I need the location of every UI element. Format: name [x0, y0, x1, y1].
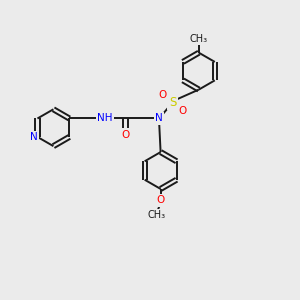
Text: S: S: [169, 96, 176, 109]
Text: O: O: [157, 195, 165, 205]
Text: O: O: [159, 89, 167, 100]
Text: NH: NH: [97, 113, 113, 124]
Text: N: N: [155, 113, 163, 124]
Text: N: N: [30, 132, 38, 142]
Text: CH₃: CH₃: [148, 210, 166, 220]
Text: O: O: [122, 130, 130, 140]
Text: CH₃: CH₃: [190, 34, 208, 44]
Text: O: O: [178, 106, 186, 116]
